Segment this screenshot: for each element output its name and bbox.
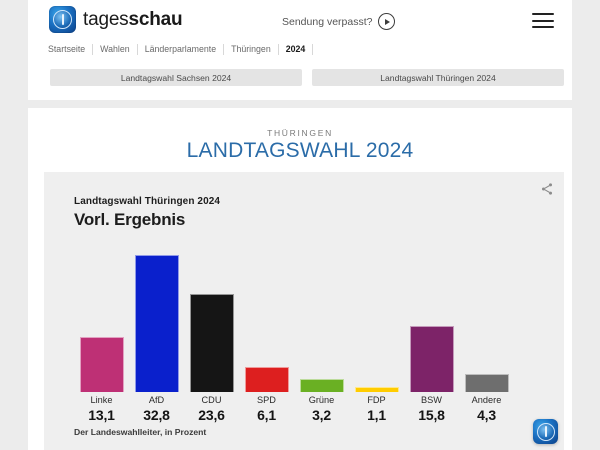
bar-slot-andere	[459, 248, 514, 392]
bar-slot-afd	[129, 248, 184, 392]
sendung-verpasst-label: Sendung verpasst?	[282, 15, 373, 28]
label-slot-linke: Linke 13,1	[74, 394, 129, 424]
brand-light: tages	[83, 9, 129, 30]
bar-slot-fdp	[349, 248, 404, 392]
party-value-spd: 6,1	[257, 407, 276, 423]
bar-slot-spd	[239, 248, 294, 392]
label-slot-grüne: Grüne 3,2	[294, 394, 349, 424]
party-value-linke: 13,1	[88, 407, 115, 423]
party-name-andere: Andere	[471, 395, 502, 405]
sendung-verpasst[interactable]: Sendung verpasst?	[282, 13, 396, 30]
bar-slot-bsw	[404, 248, 459, 392]
party-value-cdu: 23,6	[198, 407, 225, 423]
chart-source-note: Der Landeswahlleiter, in Prozent	[74, 427, 207, 437]
breadcrumb: Startseite Wahlen Länderparlamente Thüri…	[48, 40, 314, 59]
bar-grüne	[299, 378, 344, 392]
tab-landtagswahl-thueringen-2024[interactable]: Landtagswahl Thüringen 2024	[312, 69, 564, 86]
section-divider	[0, 100, 600, 108]
tab-sachsen-label: Landtagswahl Sachsen 2024	[120, 72, 232, 83]
breadcrumb-item-2024[interactable]: 2024	[279, 44, 314, 55]
party-name-spd: SPD	[257, 395, 276, 405]
party-name-grüne: Grüne	[308, 395, 335, 405]
tagesschau-app-icon[interactable]	[533, 419, 558, 444]
party-name-cdu: CDU	[201, 395, 222, 405]
chart-title: Landtagswahl Thüringen 2024	[74, 196, 221, 207]
party-value-grüne: 3,2	[312, 407, 331, 423]
share-icon[interactable]	[540, 182, 554, 196]
label-slot-andere: Andere 4,3	[459, 394, 514, 424]
hamburger-menu-icon[interactable]	[532, 13, 554, 28]
brand-wordmark: tagesschau	[83, 9, 183, 30]
label-slot-fdp: FDP 1,1	[349, 394, 404, 424]
chart-subtitle: Vorl. Ergebnis	[74, 210, 186, 229]
tab-landtagswahl-sachsen-2024[interactable]: Landtagswahl Sachsen 2024	[50, 69, 302, 86]
chart-plot-area	[74, 248, 514, 392]
bar-linke	[79, 337, 124, 392]
bar-fdp	[354, 387, 399, 392]
tagesschau-logo[interactable]: tagesschau	[49, 6, 183, 33]
bar-cdu	[189, 293, 234, 392]
party-name-fdp: FDP	[367, 395, 386, 405]
site-header: tagesschau Sendung verpasst?	[28, 0, 572, 40]
breadcrumb-bar: Startseite Wahlen Länderparlamente Thüri…	[28, 40, 572, 60]
play-icon[interactable]	[378, 13, 396, 30]
bar-slot-cdu	[184, 248, 239, 392]
article-card: THÜRINGEN LANDTAGSWAHL 2024 Landtagswahl…	[28, 108, 572, 450]
party-value-afd: 32,8	[143, 407, 170, 423]
label-slot-bsw: BSW 15,8	[404, 394, 459, 424]
party-name-afd: AfD	[148, 395, 165, 405]
breadcrumb-item-laenderparlamente[interactable]: Länderparlamente	[138, 44, 225, 55]
bar-slot-linke	[74, 248, 129, 392]
party-value-andere: 4,3	[477, 407, 496, 423]
breadcrumb-item-thueringen[interactable]: Thüringen	[224, 44, 279, 55]
bar-bsw	[409, 326, 454, 392]
label-slot-spd: SPD 6,1	[239, 394, 294, 424]
tagesschau-globe-logo-icon	[49, 6, 76, 33]
breadcrumb-item-wahlen[interactable]: Wahlen	[93, 44, 138, 55]
bar-andere	[464, 374, 509, 392]
tab-thueringen-label: Landtagswahl Thüringen 2024	[380, 72, 496, 83]
election-result-chart: Landtagswahl Thüringen 2024 Vorl. Ergebn…	[44, 172, 564, 450]
bar-spd	[244, 366, 289, 392]
election-tabs: Landtagswahl Sachsen 2024 Landtagswahl T…	[28, 59, 572, 100]
label-slot-afd: AfD 32,8	[129, 394, 184, 424]
party-name-bsw: BSW	[421, 395, 442, 405]
party-value-bsw: 15,8	[418, 407, 445, 423]
page-title: LANDTAGSWAHL 2024	[186, 139, 414, 162]
label-slot-cdu: CDU 23,6	[184, 394, 239, 424]
party-value-fdp: 1,1	[367, 407, 386, 423]
brand-bold: schau	[128, 9, 183, 30]
chart-axis-labels: Linke 13,1 AfD 32,8 CDU 23,6 SPD 6,1 Grüne 3,2 FDP…	[74, 394, 514, 424]
bar-afd	[134, 255, 179, 392]
bar-slot-grüne	[294, 248, 349, 392]
article-kicker: THÜRINGEN	[267, 128, 333, 138]
breadcrumb-item-startseite[interactable]: Startseite	[48, 44, 94, 55]
party-name-linke: Linke	[90, 395, 113, 405]
